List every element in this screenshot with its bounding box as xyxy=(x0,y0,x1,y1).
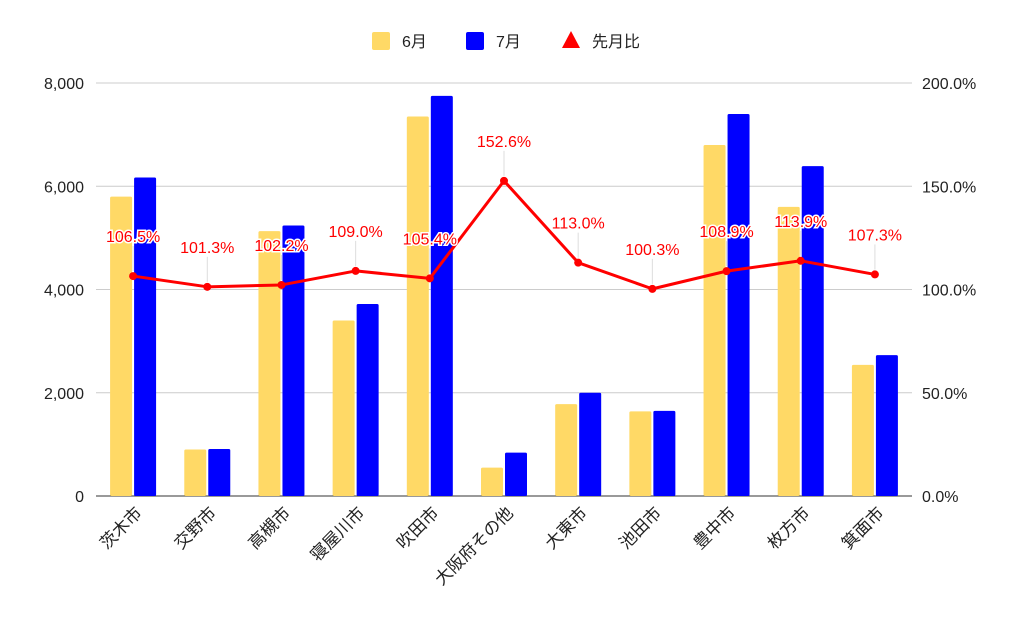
left-tick-label: 6,000 xyxy=(44,179,84,196)
category-label: 枚方市 xyxy=(764,503,814,553)
ratio-point xyxy=(796,256,805,265)
legend-triangle-icon xyxy=(562,31,580,48)
legend-swatch xyxy=(372,32,390,50)
ratio-data-label: 100.3% xyxy=(625,242,679,259)
ratio-point xyxy=(870,270,879,279)
bar-june xyxy=(703,144,726,496)
left-tick-label: 8,000 xyxy=(44,76,84,93)
left-axis-ticks: 0 2,000 4,000 6,000 8,000 xyxy=(44,76,84,506)
ratio-data-label: 113.0% xyxy=(552,216,605,233)
left-tick-label: 4,000 xyxy=(44,283,84,300)
bars xyxy=(110,95,898,497)
ratio-point xyxy=(351,266,360,275)
bar-june xyxy=(184,449,207,496)
ratio-data-label: 102.2% xyxy=(254,238,308,255)
bar-july xyxy=(579,392,602,496)
ratio-line-path xyxy=(132,179,876,291)
legend-item: 先月比 xyxy=(562,31,640,51)
ratio-line xyxy=(129,176,879,293)
category-label: 箕面市 xyxy=(838,503,888,553)
right-axis-ticks: 0.0% 50.0% 100.0% 150.0% 200.0% xyxy=(922,76,976,506)
ratio-point xyxy=(648,284,657,293)
ratio-point xyxy=(574,258,583,267)
bar-june xyxy=(851,364,874,496)
category-label: 交野市 xyxy=(171,503,221,553)
bar-july xyxy=(430,95,453,496)
category-label: 池田市 xyxy=(616,503,666,553)
ratio-point xyxy=(203,282,212,291)
right-tick-label: 200.0% xyxy=(922,76,976,93)
bar-june xyxy=(406,116,429,497)
ratio-data-label: 109.0% xyxy=(329,224,383,241)
data-labels: 106.5% 101.3% 102.2% 109.0% 105.4% 152.6% 113.… xyxy=(104,132,904,284)
bar-june xyxy=(629,411,652,496)
ratio-data-label: 105.4% xyxy=(403,231,457,248)
ratio-data-label: 113.9% xyxy=(774,214,827,231)
ratio-point xyxy=(277,280,286,289)
bar-june xyxy=(332,320,355,496)
bar-june xyxy=(777,206,800,496)
ratio-data-label: 107.3% xyxy=(848,227,902,244)
bar-july xyxy=(875,355,898,496)
category-label: 大阪府その他 xyxy=(431,503,517,589)
legend-label: 6月 xyxy=(402,34,427,51)
bar-july xyxy=(801,166,824,496)
bar-july xyxy=(282,225,305,497)
bar-july xyxy=(653,410,676,496)
category-label: 高槻市 xyxy=(245,503,295,553)
legend-item: 6月 xyxy=(372,32,427,51)
category-label: 寝屋川市 xyxy=(306,503,369,566)
right-tick-label: 0.0% xyxy=(922,489,958,506)
ratio-data-label: 108.9% xyxy=(699,224,753,241)
ratio-point xyxy=(500,176,508,185)
legend: 6月 7月 先月比 xyxy=(372,31,640,51)
bar-july xyxy=(134,177,157,496)
bar-june xyxy=(555,404,578,496)
legend-label: 7月 xyxy=(496,34,521,51)
bar-june xyxy=(481,467,503,496)
ratio-data-label: 152.6% xyxy=(477,134,531,151)
ratio-point xyxy=(722,267,731,276)
bar-july xyxy=(208,449,231,496)
right-tick-label: 150.0% xyxy=(922,179,976,196)
category-label: 大東市 xyxy=(542,503,592,553)
category-label: 茨木市 xyxy=(96,503,146,553)
right-tick-label: 50.0% xyxy=(922,386,967,403)
left-tick-label: 0 xyxy=(75,489,84,506)
left-tick-label: 2,000 xyxy=(44,386,84,403)
legend-item: 7月 xyxy=(466,32,521,51)
ratio-point xyxy=(425,274,434,283)
bar-july xyxy=(356,303,379,496)
right-tick-label: 100.0% xyxy=(922,283,976,300)
bar-june xyxy=(258,231,281,496)
gridlines xyxy=(96,82,912,497)
ratio-data-label: 106.5% xyxy=(106,229,160,246)
legend-label: 先月比 xyxy=(592,33,640,51)
ratio-point xyxy=(129,272,138,281)
ratio-data-label: 101.3% xyxy=(180,240,234,257)
category-label: 吹田市 xyxy=(393,503,443,553)
bar-june xyxy=(110,196,133,496)
category-label: 豊中市 xyxy=(690,503,740,553)
bar-july xyxy=(505,452,527,496)
legend-swatch xyxy=(466,32,484,50)
bar-july xyxy=(727,113,750,496)
